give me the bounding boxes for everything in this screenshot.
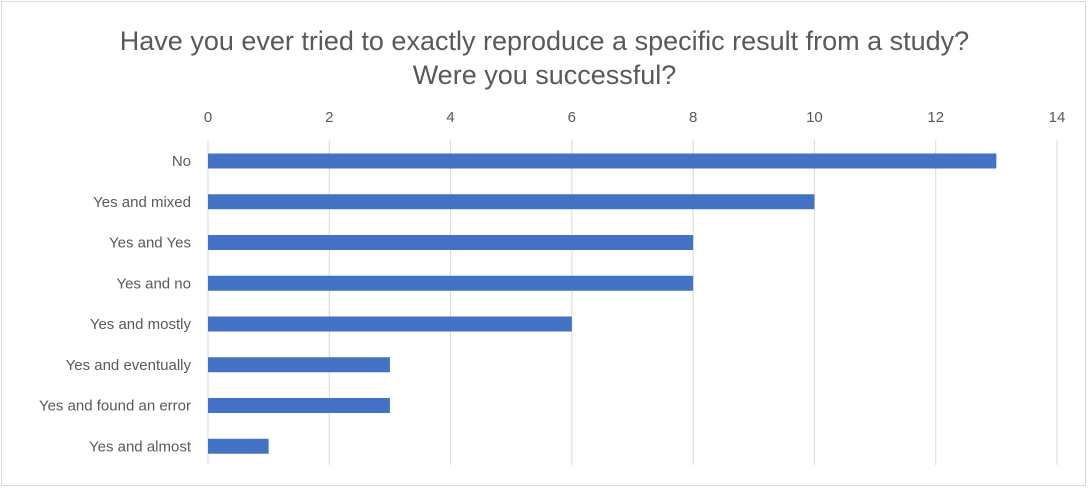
x-tick-label: 12 xyxy=(927,109,944,126)
chart-title-line-1: Have you ever tried to exactly reproduce… xyxy=(119,26,970,56)
bar xyxy=(208,398,390,413)
x-tick-label: 6 xyxy=(568,109,576,126)
x-tick-label: 10 xyxy=(806,109,823,126)
x-tick-label: 2 xyxy=(325,109,333,126)
category-label: Yes and found an error xyxy=(39,398,191,415)
category-label: Yes and Yes xyxy=(109,235,191,252)
bar xyxy=(208,316,572,332)
bar xyxy=(208,153,997,169)
bar xyxy=(208,194,815,210)
category-label: No xyxy=(172,153,191,170)
bar xyxy=(208,275,694,291)
category-label: Yes and mixed xyxy=(93,194,191,211)
x-tick-label: 4 xyxy=(446,109,454,126)
category-label: Yes and mostly xyxy=(90,316,192,333)
category-label: Yes and no xyxy=(116,275,191,292)
bar xyxy=(208,438,269,454)
chart-title: Have you ever tried to exactly reproduce… xyxy=(0,24,1089,92)
x-tick-label: 8 xyxy=(689,109,697,126)
x-tick-label: 14 xyxy=(1049,109,1066,126)
bar xyxy=(208,357,390,373)
category-label: Yes and eventually xyxy=(66,357,192,374)
category-label: Yes and almost xyxy=(89,438,192,455)
x-tick-label: 0 xyxy=(204,109,212,126)
bar xyxy=(208,235,694,250)
chart-title-line-2: Were you successful? xyxy=(412,60,677,90)
